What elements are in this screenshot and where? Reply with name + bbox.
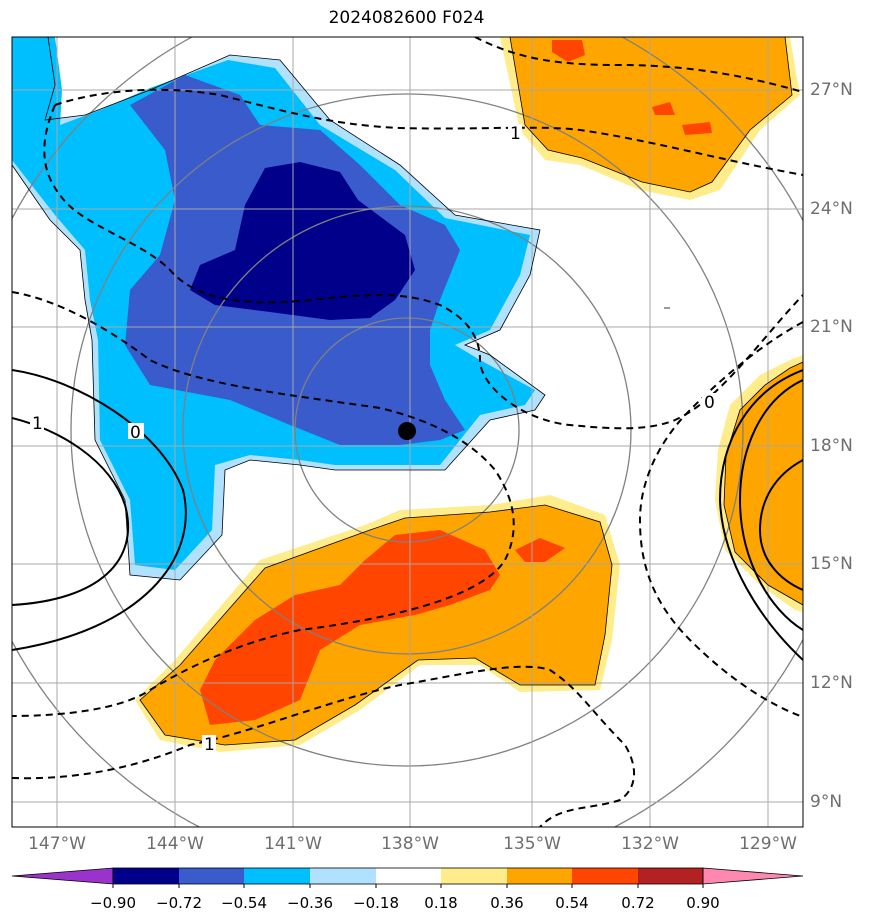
colorbar-cell (244, 868, 310, 884)
colorbar-cell (507, 868, 572, 884)
map-plot: 1 0 1 1 0 (11, 36, 804, 828)
contour-label-left-one: 1 (32, 414, 43, 434)
contour-label-bottom-one: 1 (204, 735, 215, 755)
lon-label: 135°W (503, 834, 561, 854)
lon-label: 138°W (381, 834, 439, 854)
colorbar-extend-high (702, 867, 804, 885)
colorbar-label: 0.36 (490, 894, 524, 912)
storm-center-marker (398, 422, 416, 440)
lon-label: 141°W (264, 834, 322, 854)
colorbar (11, 867, 804, 888)
colorbar-ticks (112, 884, 704, 888)
contour-label-group: 1 0 1 1 0 (30, 124, 718, 755)
colorbar-label: 0.90 (686, 894, 720, 912)
contour-label-left-zero: 0 (130, 423, 141, 443)
lat-label: 9°N (810, 792, 843, 812)
dashed-contours (12, 37, 803, 827)
lon-label: 147°W (28, 834, 86, 854)
lat-label: 24°N (810, 199, 853, 219)
lon-label: 129°W (739, 834, 797, 854)
anomaly-outlines (12, 37, 803, 746)
positive-anomaly-region (135, 37, 803, 752)
colorbar-cell (376, 868, 441, 884)
lon-label: 144°W (146, 834, 204, 854)
colorbar-label: −0.90 (90, 894, 136, 912)
lat-label: 27°N (810, 80, 853, 100)
colorbar-cell (638, 868, 703, 884)
colorbar-cells (11, 867, 804, 885)
colorbar-label: −0.36 (287, 894, 333, 912)
colorbar-label: −0.18 (353, 894, 399, 912)
lat-label: 15°N (810, 554, 853, 574)
lon-label: 132°W (621, 834, 679, 854)
colorbar-label: −0.72 (156, 894, 202, 912)
lat-label: 21°N (810, 317, 853, 337)
colorbar-cell (179, 868, 244, 884)
colorbar-cell (113, 868, 179, 884)
map-frame (11, 36, 804, 828)
colorbar-outline (112, 867, 704, 885)
map-title: 2024082600 F024 (328, 8, 485, 28)
colorbar-label: 0.18 (424, 894, 458, 912)
contour-label-top-one: 1 (510, 124, 521, 144)
colorbar-cell (310, 868, 376, 884)
lat-label: 18°N (810, 436, 853, 456)
lat-label: 12°N (810, 673, 853, 693)
colorbar-label: −0.54 (221, 894, 267, 912)
colorbar-label: 0.54 (555, 894, 589, 912)
colorbar-cell (441, 868, 507, 884)
colorbar-cell (572, 868, 638, 884)
colorbar-extend-low (11, 867, 114, 885)
contour-label-right-zero: 0 (704, 393, 715, 413)
colorbar-label: 0.72 (621, 894, 655, 912)
range-rings (12, 37, 803, 827)
